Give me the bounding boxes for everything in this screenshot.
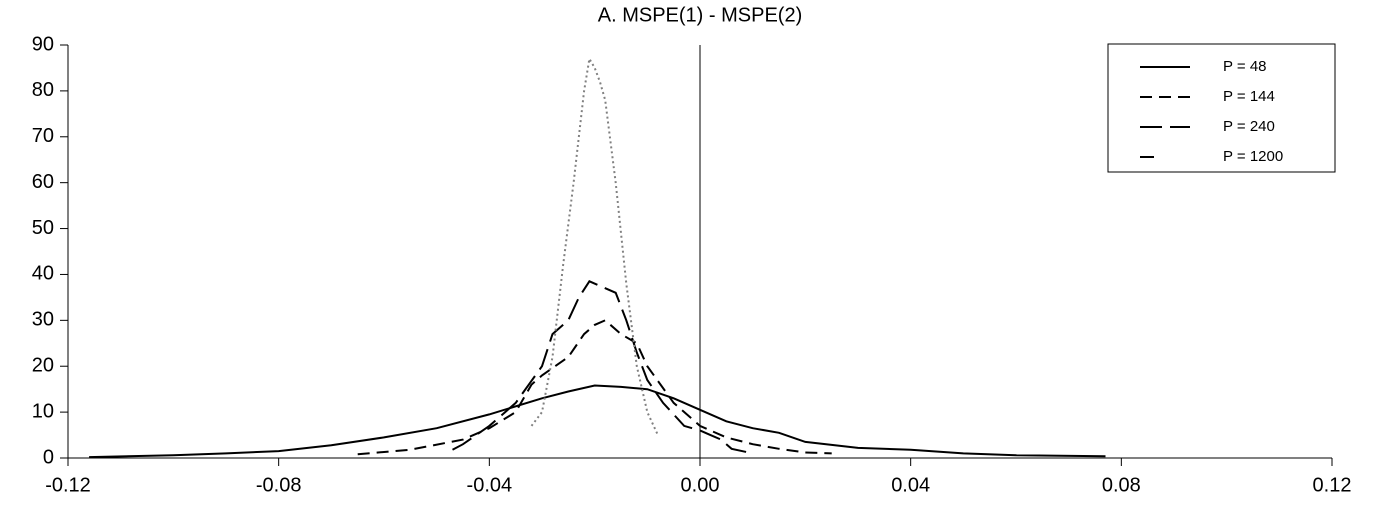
x-tick-label: -0.08 [256,474,302,496]
y-tick-label: 80 [32,79,54,101]
y-tick-label: 20 [32,355,54,377]
x-tick-label: -0.04 [467,474,513,496]
legend-label: P = 144 [1223,88,1275,105]
y-tick-label: 30 [32,309,54,331]
series-line [530,55,659,436]
x-tick-label: 0.00 [681,474,720,496]
y-tick-label: 40 [32,263,54,285]
series-line [89,384,1106,459]
legend-box [1107,43,1336,173]
y-tick-label: 70 [32,125,54,147]
series-line [357,319,832,456]
legend-label: P = 48 [1223,58,1267,75]
y-tick-label: 10 [32,400,54,422]
x-tick-label: 0.04 [891,474,930,496]
x-tick-label: 0.08 [1102,474,1141,496]
series-line [452,280,753,455]
y-tick-label: 0 [43,446,54,468]
x-tick-label: -0.12 [45,474,91,496]
legend-label: P = 240 [1223,118,1275,135]
legend-label: P = 1200 [1223,148,1283,165]
y-tick-label: 90 [32,33,54,55]
y-tick-label: 60 [32,171,54,193]
y-tick-label: 50 [32,217,54,239]
x-tick-label: 0.12 [1313,474,1352,496]
chart-title: A. MSPE(1) - MSPE(2) [598,4,802,26]
